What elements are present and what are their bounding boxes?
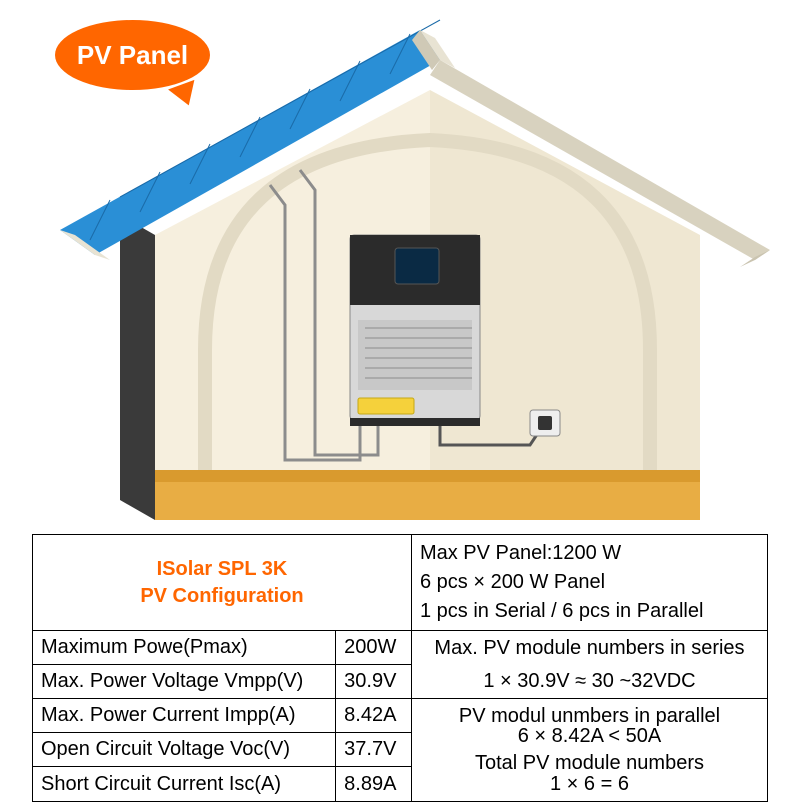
note-cell: 1 × 30.9V ≈ 30 ~32VDC	[412, 665, 767, 699]
summary-3: 1 pcs in Serial / 6 pcs in Parallel	[420, 597, 703, 626]
table-row-label: Short Circuit Current Isc(A)	[33, 767, 336, 801]
pv-panel-callout: PV Panel	[55, 20, 210, 90]
summary-2: 6 pcs × 200 W Panel	[420, 568, 605, 597]
table-row-value: 8.89A	[336, 767, 412, 801]
inverter-icon	[350, 235, 480, 426]
title-line1: ISolar SPL 3K	[157, 556, 288, 583]
note-line: 1 × 30.9V ≈ 30 ~32VDC	[483, 668, 695, 695]
config-title: ISolar SPL 3K PV Configuration	[33, 535, 412, 631]
table-row-value: 200W	[336, 631, 412, 665]
table-row-value: 30.9V	[336, 665, 412, 699]
table-row-label: Max. Power Current Impp(A)	[33, 699, 336, 733]
note-cell: Max. PV module numbers in series	[412, 631, 767, 665]
note-line: 1 × 6 = 6	[550, 771, 629, 798]
note-line: Max. PV module numbers in series	[434, 635, 744, 662]
spec-table: ISolar SPL 3K PV Configuration Max PV Pa…	[32, 534, 768, 802]
house-diagram: PV Panel	[0, 0, 800, 530]
note-cell: 1 × 6 = 6	[412, 767, 767, 801]
config-summary: Max PV Panel:1200 W 6 pcs × 200 W Panel …	[412, 535, 767, 631]
table-row-label: Open Circuit Voltage Voc(V)	[33, 733, 336, 767]
title-line2: PV Configuration	[140, 583, 303, 610]
callout-label: PV Panel	[77, 40, 188, 71]
table-row-label: Maximum Powe(Pmax)	[33, 631, 336, 665]
summary-1: Max PV Panel:1200 W	[420, 539, 621, 568]
table-row-value: 8.42A	[336, 699, 412, 733]
table-row-label: Max. Power Voltage Vmpp(V)	[33, 665, 336, 699]
note-line: 6 × 8.42A < 50A	[518, 723, 661, 750]
note-cell: 6 × 8.42A < 50A Total PV module numbers	[412, 733, 767, 767]
table-row-value: 37.7V	[336, 733, 412, 767]
